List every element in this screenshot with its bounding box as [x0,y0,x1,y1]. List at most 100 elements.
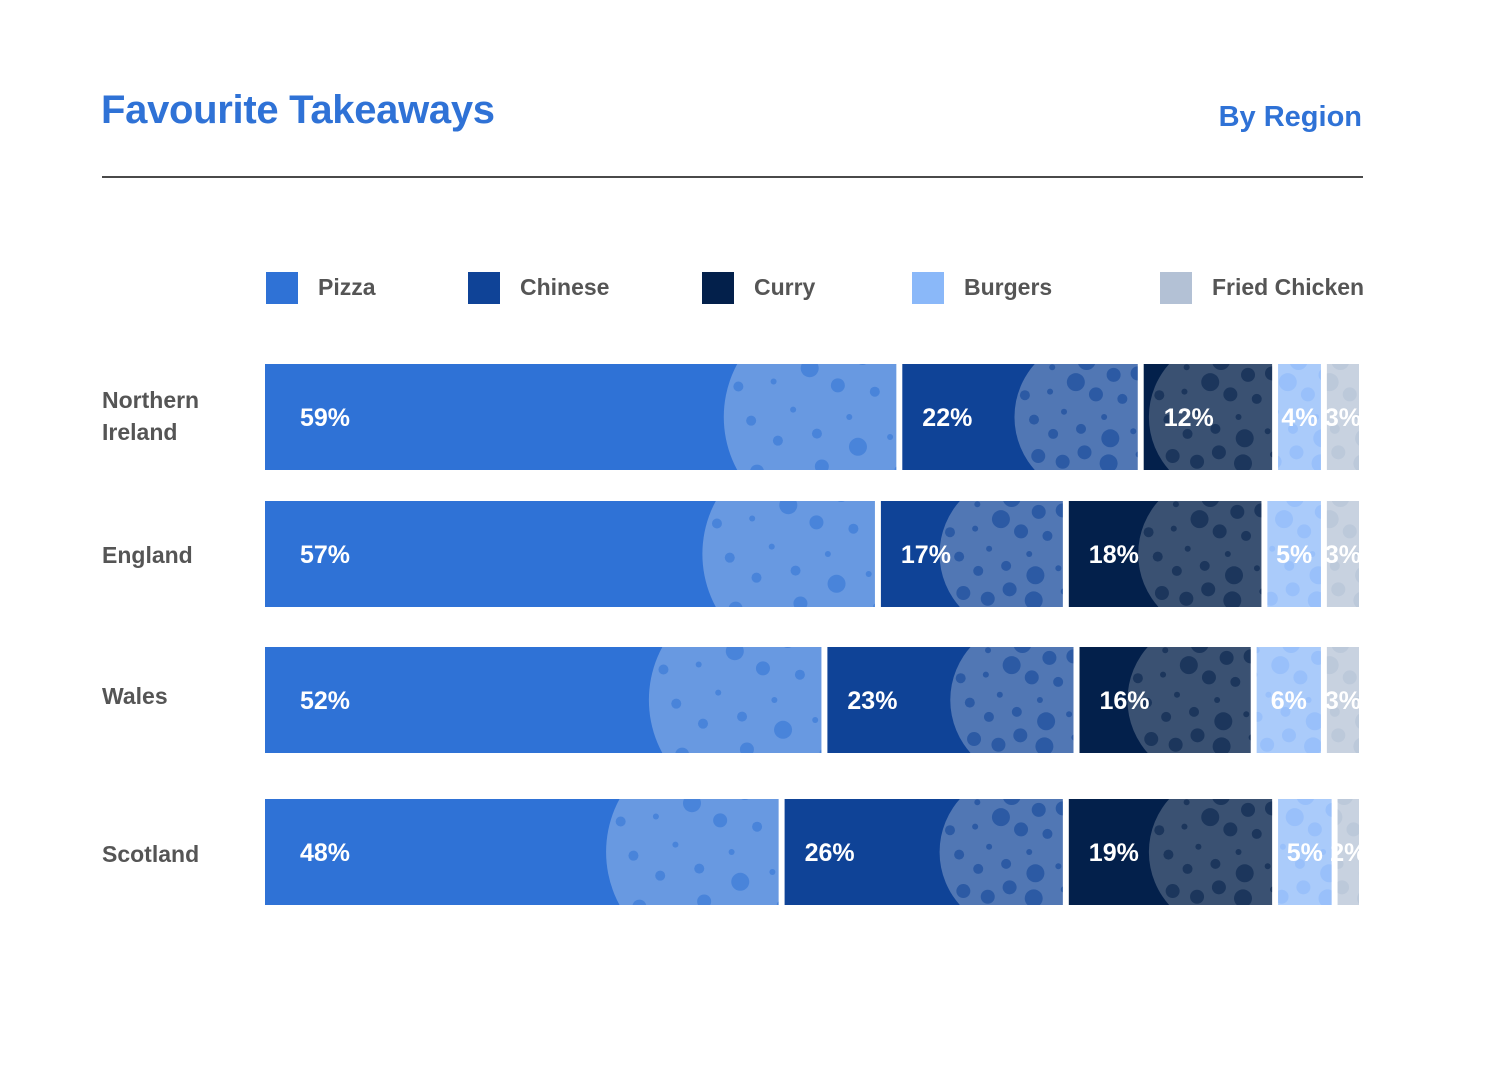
pizza-image-texture-dot [709,756,723,770]
curry-bowl-image-texture-dot [1154,390,1165,401]
curry-bowl-image-texture-dot [1174,691,1181,698]
curry-bowl-image-texture-dot [1211,445,1226,460]
curry-bowl-image-texture-dot [1190,728,1205,743]
pizza-image-texture-dot [632,899,647,905]
curry-bowl-image-texture-dot [1163,849,1174,860]
curry-bowl-image-texture-dot [1190,510,1209,529]
noodles-image-texture-dot [1042,828,1053,839]
noodles-image-texture-dot [1036,697,1043,703]
burger-image-texture-dot [1374,856,1384,866]
pizza-image-texture-dot [816,330,834,348]
noodles-image-texture-dot [1082,471,1100,489]
chicken-image-texture-dot [1412,856,1422,866]
bar-curry-wales [1079,647,1251,753]
burger-image-texture-dot [1285,582,1300,597]
chicken-image-texture-dot [1358,775,1376,793]
chicken-image-texture-dot [1357,892,1359,904]
bar-pizza-northern-ireland [265,364,897,470]
value-label-curry-scotland: 19% [1089,839,1139,867]
chicken-image-texture-dot [1354,414,1360,420]
chicken-image-texture-dot [1336,754,1354,772]
noodles-image-texture-dot [955,673,966,684]
chicken-image-texture-dot [1337,799,1353,806]
bar-pizza-scotland [265,799,779,905]
curry-bowl-image-texture-dot [1183,799,1190,806]
burger-image-texture-dot [1256,647,1260,654]
pizza-image-texture-dot [846,414,853,420]
pizza-image-texture-dot [847,473,865,491]
chicken-image-texture-dot [1384,565,1390,571]
pizza-image-texture-dot [764,935,770,941]
noodles-image-texture-dot [1101,429,1120,448]
pizza-image-texture-dot [750,464,764,470]
bar-segment-fried-chicken-scotland: 2% [1330,775,1422,905]
burger-image-texture-dot [1311,454,1321,470]
value-label-curry-wales: 16% [1100,687,1150,715]
noodles-image-texture-dot [1055,503,1063,518]
pizza-image-texture-dot [827,574,846,593]
legend-label-chinese: Chinese [520,274,610,300]
chicken-image-texture-dot [1360,368,1374,382]
curry-bowl-image-texture-dot [1259,588,1262,595]
value-label-fried-chicken-scotland: 2% [1330,839,1366,867]
curry-bowl-image-texture-dot [1224,551,1231,557]
curry-bowl-image-texture-dot [1224,477,1242,495]
noodles-image-texture-dot [1026,566,1045,585]
curry-bowl-image-texture-dot [1212,524,1227,539]
noodles-image-texture-dot [1024,670,1039,685]
burger-image-texture-dot [1304,737,1321,753]
pizza-image-texture-dot [741,799,749,801]
noodles-image-texture-dot [1060,588,1063,595]
curry-bowl-image-texture-dot [1235,849,1242,855]
curry-bowl-image-texture-dot [1190,454,1205,469]
chicken-image-texture-dot [1331,364,1349,371]
pizza-image-texture-dot [819,749,822,753]
noodles-image-texture-dot [1106,367,1121,382]
burger-image-texture-dot [1294,858,1305,869]
burger-image [1278,364,1321,470]
noodles-image-texture-dot [1077,445,1092,460]
pizza-image-texture-dot [733,381,744,392]
pizza-image-texture-dot [774,344,780,350]
chicken-image-texture-dot [1380,758,1386,764]
burger-image-texture-dot [1278,455,1282,468]
chicken-image-texture-dot [1342,524,1357,539]
chicken-image-texture-dot [1394,684,1404,694]
pizza-image-texture-dot [724,552,735,563]
pizza-image-texture-dot [698,765,716,783]
noodles-image [1014,364,1138,489]
noodles-image-texture-dot [982,671,989,678]
pizza-image-texture-dot [749,515,756,522]
noodles-image-texture-dot [1029,414,1040,425]
pizza-image-texture-dot [713,813,728,828]
chicken-image-texture-dot [1353,592,1360,607]
curry-bowl-image-texture-dot [1199,560,1210,571]
noodles-image-texture-dot [1055,863,1062,870]
noodles-image-texture-dot [972,525,979,532]
chicken-image-texture-dot [1329,706,1340,717]
burger-image-texture-dot [1287,423,1298,434]
pizza-image-texture-dot [770,378,777,385]
chicken-image-texture-dot [1326,510,1339,529]
noodles-image-texture-dot [1002,880,1017,895]
pizza-image-texture-dot [731,872,750,891]
bar-segment-burgers-scotland: 5% [1278,799,1384,905]
pizza-image-texture-dot [728,849,735,855]
chicken-image-texture-dot [1388,801,1402,815]
pizza-image-texture-dot [729,908,747,926]
noodles-image-texture-dot [996,691,1003,698]
curry-bowl-image-texture-dot [1234,775,1252,793]
noodles-image-texture-dot [972,823,979,830]
pizza-image-texture-dot [615,816,626,827]
value-label-pizza-northern-ireland: 59% [300,404,350,432]
pizza-image-texture-dot [814,459,829,470]
pizza-image-texture-dot [772,756,790,774]
title-divider [102,176,1363,178]
curry-bowl-image-texture-dot [1234,889,1252,905]
burger-image-texture-dot [1314,504,1321,519]
chicken-image-texture-dot [1342,670,1357,685]
curry-bowl-image-texture-dot [1270,451,1273,458]
bar-segment-curry-england: 18% [1068,477,1262,607]
pizza-image-texture-dot [737,711,748,722]
pizza-image-texture-dot [772,435,783,446]
